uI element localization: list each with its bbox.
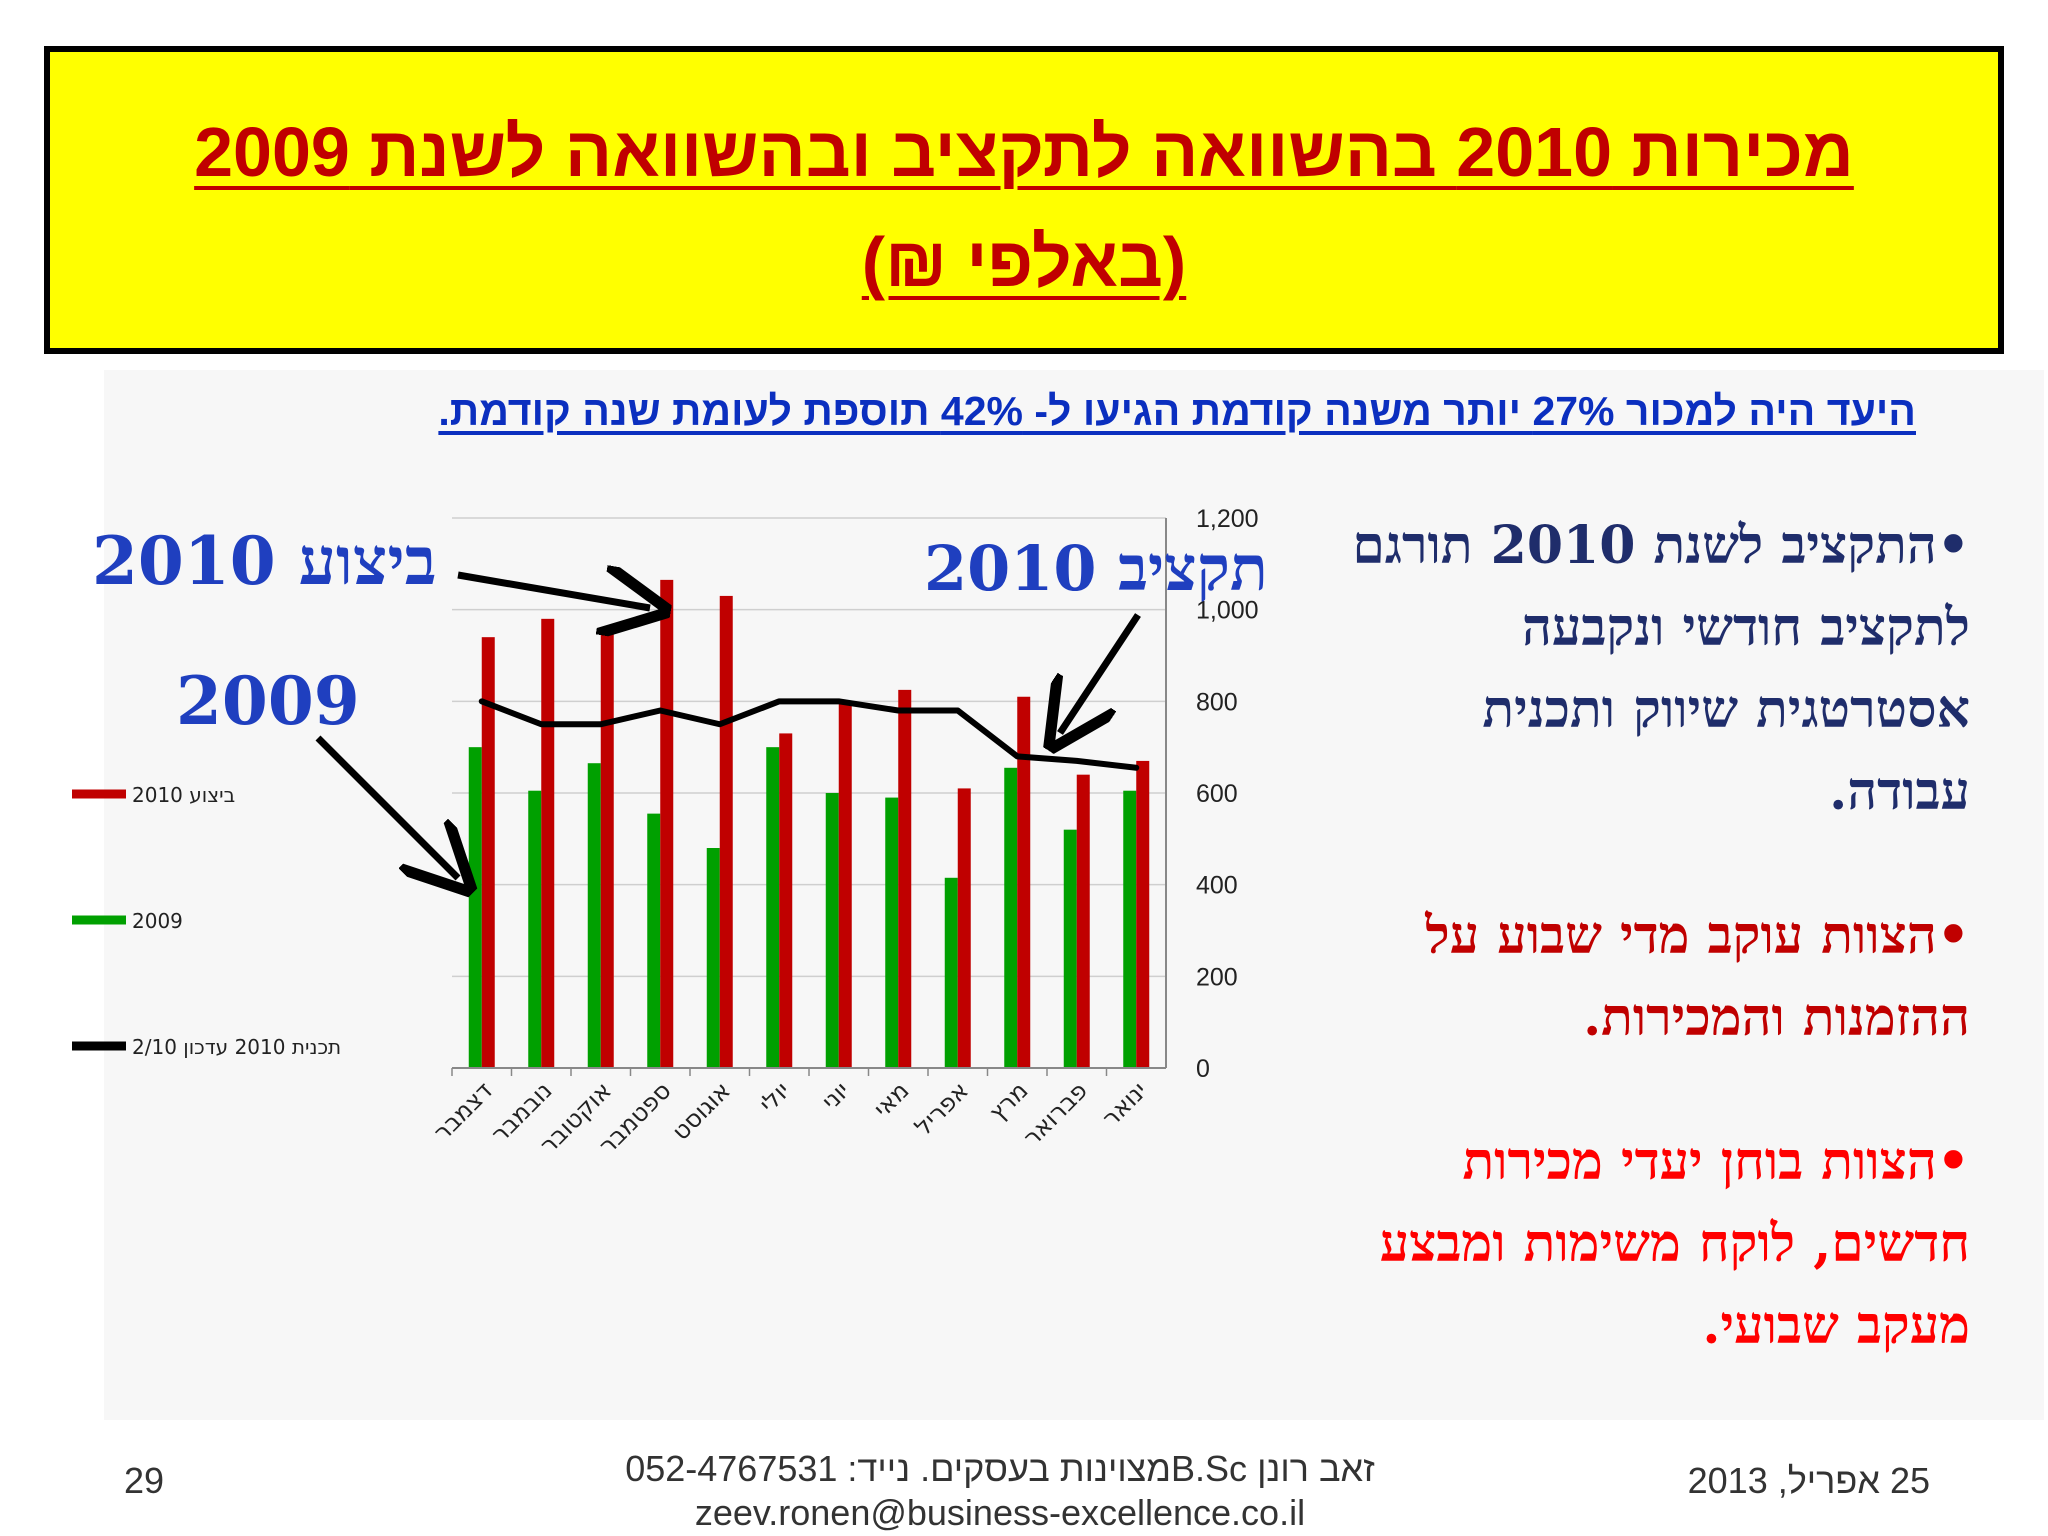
bar-2009 (468, 747, 482, 1068)
bar-2009 (647, 813, 661, 1068)
slide-title: מכירות 2010 בהשוואה לתקציב ובהשוואה לשנת… (194, 113, 1854, 191)
x-tick-label: מאי (868, 1076, 914, 1122)
bar-2009 (528, 790, 542, 1068)
legend-label: תכנית 2010 עדכון 2/10 (132, 1035, 341, 1059)
slide-title-unit: (באלפי ₪) (861, 223, 1187, 301)
bar-2009 (885, 797, 899, 1068)
bar-actual-2010 (838, 701, 852, 1068)
y-tick-label: 1,200 (1196, 505, 1259, 533)
bar-2009 (766, 747, 780, 1068)
bullet-budget: •התקציב לשנת 2010 תורגם לתקציב חודשי ונק… (1352, 515, 1970, 822)
chart-plan-line (478, 698, 1140, 771)
arrow-budget-2010 (1060, 613, 1141, 733)
bullet-goals: •הצוות בוחן יעדי מכירות חדשים, לוקח משימ… (1379, 1131, 1970, 1356)
bar-2009 (1063, 829, 1077, 1068)
bar-actual-2010 (1017, 696, 1031, 1068)
footer-date: 25 אפריל, 2013 (1687, 1460, 1930, 1501)
y-tick-label: 1,000 (1196, 597, 1259, 625)
bar-actual-2010 (541, 618, 555, 1068)
chart-legend: ביצוע 2010 2009 תכנית 2010 עדכון 2/10 (72, 783, 341, 1059)
annotation-actual-2010: ביצוע 2010 (92, 522, 437, 600)
bar-actual-2010 (779, 733, 793, 1068)
bar-2009 (1004, 767, 1018, 1068)
bar-actual-2010 (660, 579, 674, 1068)
y-tick-label: 800 (1196, 688, 1238, 716)
bar-actual-2010 (1076, 774, 1090, 1068)
bar-actual-2010 (957, 788, 971, 1068)
page-number: 29 (124, 1460, 165, 1501)
x-tick-label: דצמבר (428, 1076, 498, 1146)
footer-author: זאב רונן B.Scמצוינות בעסקים. נייד: 052-4… (625, 1448, 1375, 1489)
bullet-tracking: •הצוות עוקב מדי שבוע על ההזמנות והמכירות… (1425, 905, 1970, 1048)
bar-actual-2010 (719, 595, 733, 1068)
bullet-list: •התקציב לשנת 2010 תורגם לתקציב חודשי ונק… (1330, 505, 1970, 1367)
y-tick-label: 600 (1196, 780, 1238, 808)
bar-2009 (825, 793, 839, 1068)
x-tick-label: פברואר (1018, 1076, 1093, 1151)
annotation-arrows (315, 575, 1141, 878)
x-tick-label: מרץ (983, 1076, 1033, 1126)
x-tick-label: יוני (816, 1076, 855, 1115)
x-tick-label: אפריל (909, 1076, 974, 1141)
legend-label: 2009 (132, 909, 183, 933)
annotation-2009: 2009 (176, 662, 360, 740)
y-tick-label: 200 (1196, 963, 1238, 991)
bar-actual-2010 (600, 628, 614, 1068)
bar-actual-2010 (481, 637, 495, 1068)
arrow-actual-2010 (457, 575, 650, 608)
chart-bars (468, 579, 1150, 1068)
annotation-budget-2010: תקציב 2010 (924, 532, 1268, 605)
bar-2009 (706, 848, 720, 1068)
bar-2009 (587, 763, 601, 1068)
bar-2009 (1123, 790, 1137, 1068)
arrow-2009 (315, 735, 458, 878)
x-tick-label: אוגוסט (667, 1076, 736, 1145)
bar-actual-2010 (1136, 760, 1150, 1068)
title-banner: מכירות 2010 בהשוואה לתקציב ובהשוואה לשנת… (44, 46, 2004, 354)
y-tick-label: 0 (1196, 1055, 1210, 1083)
subtitle: היעד היה למכור 27% יותר משנה קודמת הגיעו… (438, 388, 1916, 434)
bar-2009 (944, 877, 958, 1068)
bar-actual-2010 (898, 689, 912, 1068)
footer-email: zeev.ronen@business-excellence.co.il (694, 1492, 1306, 1533)
x-tick-label: ינואר (1097, 1076, 1153, 1132)
series-line-plan-2010 (478, 698, 1140, 771)
y-tick-label: 400 (1196, 872, 1238, 900)
x-tick-label: יולי (754, 1076, 796, 1118)
legend-label: ביצוע 2010 (132, 783, 235, 807)
